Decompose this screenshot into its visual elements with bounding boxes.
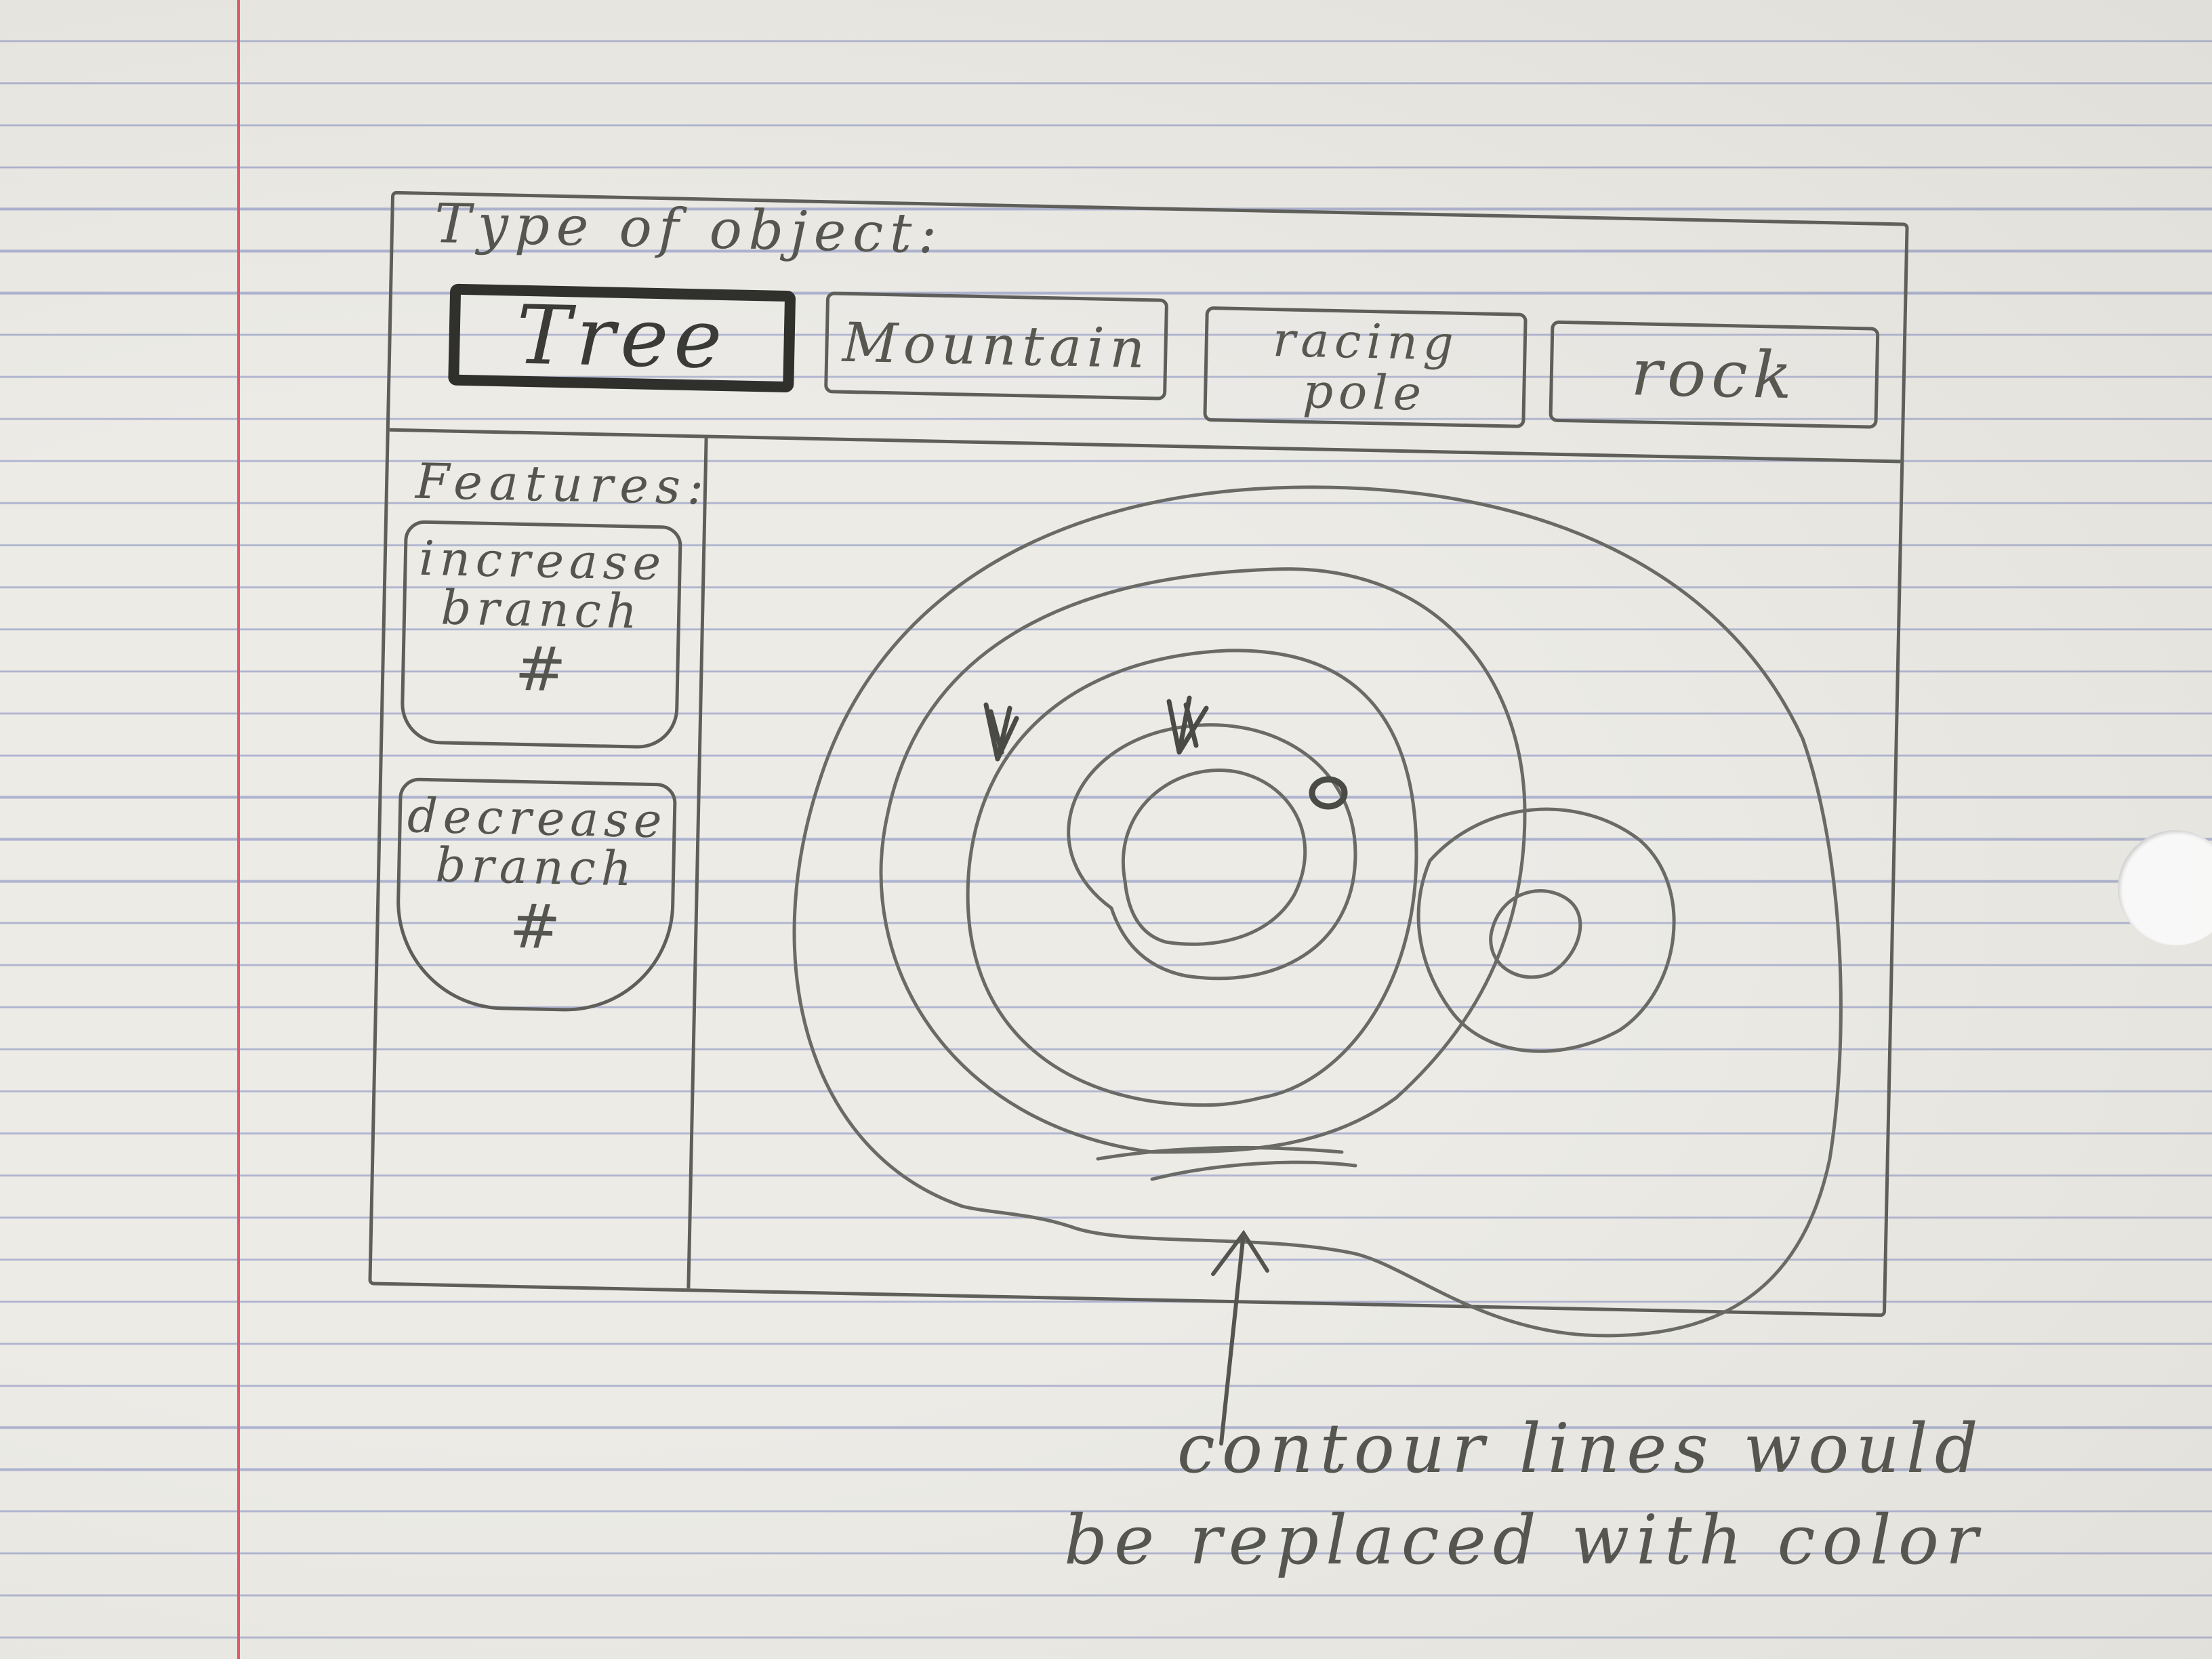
- contour-line-fragment: [1150, 1160, 1357, 1181]
- decrease-branch-button[interactable]: decrease branch #: [394, 777, 677, 1014]
- contour-line-hill-outer: [1416, 807, 1676, 1053]
- tree-icon: [983, 702, 1019, 762]
- feature-button-label: increase branch: [418, 530, 667, 640]
- contour-line-outer: [792, 485, 1843, 1338]
- notebook-margin-line: [237, 0, 240, 1659]
- type-button-label: rock: [1630, 335, 1799, 414]
- rock-icon: [1309, 776, 1348, 810]
- feature-count-symbol: #: [514, 633, 567, 706]
- contour-line-4: [1067, 723, 1357, 981]
- type-button-racing-pole[interactable]: racing pole: [1203, 306, 1528, 428]
- contour-line-fragment: [1096, 1145, 1344, 1161]
- features-label: Features:: [415, 452, 712, 516]
- type-button-label: Tree: [515, 288, 729, 388]
- type-button-rock[interactable]: rock: [1549, 320, 1880, 429]
- type-button-mountain[interactable]: Mountain: [824, 291, 1169, 401]
- binder-hole: [2118, 830, 2212, 945]
- type-button-label: Mountain: [842, 310, 1151, 381]
- annotation-arrow: [1211, 1229, 1269, 1446]
- contour-line-hill-inner: [1489, 888, 1582, 979]
- contour-map-canvas[interactable]: [745, 474, 1884, 1376]
- feature-count-symbol: #: [508, 890, 562, 964]
- contour-line-5: [1122, 769, 1307, 946]
- increase-branch-button[interactable]: increase branch #: [400, 520, 682, 750]
- type-button-tree[interactable]: Tree: [448, 283, 796, 393]
- type-button-label: racing pole: [1272, 312, 1460, 422]
- contour-line-3: [966, 649, 1418, 1107]
- feature-button-label: decrease branch: [407, 787, 668, 897]
- features-sidebar: Features: increase branch # decrease bra…: [371, 431, 712, 1289]
- contour-line-2: [879, 567, 1527, 1154]
- annotation-note: contour lines would be replaced with col…: [1064, 1409, 1985, 1580]
- tree-icon: [1166, 695, 1209, 755]
- type-selector-label: Type of object:: [434, 192, 945, 266]
